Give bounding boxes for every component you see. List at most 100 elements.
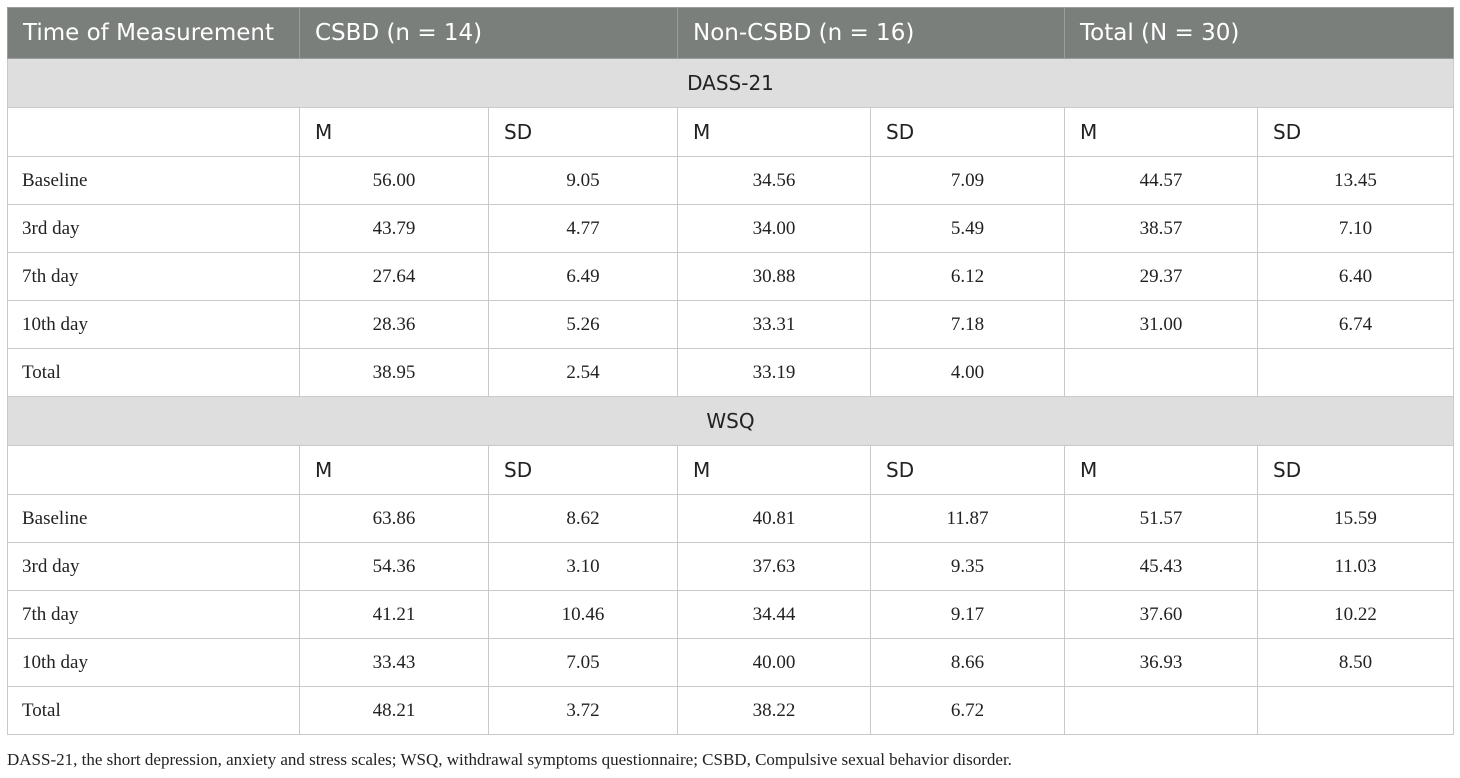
value-cell: 3.72 <box>488 686 678 735</box>
value-cell: 11.03 <box>1257 542 1455 591</box>
value-cell: 31.00 <box>1064 300 1259 349</box>
stat-subheader-cell: M <box>677 107 871 157</box>
row-label: Baseline <box>7 494 300 543</box>
stat-subheader-cell: M <box>299 107 489 157</box>
value-cell: 4.77 <box>488 204 678 253</box>
value-cell: 44.57 <box>1064 156 1259 205</box>
stat-subheader-cell: M <box>1064 107 1259 157</box>
value-cell: 63.86 <box>299 494 489 543</box>
value-cell: 54.36 <box>299 542 489 591</box>
value-cell: 9.05 <box>488 156 678 205</box>
value-cell: 36.93 <box>1064 638 1259 687</box>
value-cell: 9.35 <box>869 542 1066 591</box>
value-cell: 40.00 <box>677 638 871 687</box>
table-row: Total 48.21 3.72 38.22 6.72 <box>7 686 1455 735</box>
results-table: Time of Measurement CSBD (n = 14) Non-CS… <box>6 7 1455 735</box>
value-cell: 29.37 <box>1064 252 1259 301</box>
header-csbd: CSBD (n = 14) <box>299 7 678 59</box>
value-cell: 5.49 <box>869 204 1066 253</box>
row-label: Total <box>7 348 300 397</box>
table-row: Total 38.95 2.54 33.19 4.00 <box>7 348 1455 397</box>
value-cell: 34.56 <box>677 156 871 205</box>
value-cell: 10.22 <box>1257 590 1455 639</box>
value-cell: 6.40 <box>1257 252 1455 301</box>
value-cell <box>1064 686 1259 735</box>
value-cell: 40.81 <box>677 494 871 543</box>
table-row: 3rd day 54.36 3.10 37.63 9.35 45.43 11.03 <box>7 542 1455 591</box>
value-cell: 10.46 <box>488 590 678 639</box>
value-cell: 30.88 <box>677 252 871 301</box>
value-cell: 7.10 <box>1257 204 1455 253</box>
value-cell: 6.49 <box>488 252 678 301</box>
value-cell: 33.31 <box>677 300 871 349</box>
value-cell: 48.21 <box>299 686 489 735</box>
row-label: 10th day <box>7 638 300 687</box>
table-row: 10th day 33.43 7.05 40.00 8.66 36.93 8.50 <box>7 638 1455 687</box>
stat-subheader-cell: M <box>1064 445 1259 495</box>
row-label: Total <box>7 686 300 735</box>
table-row: Baseline 63.86 8.62 40.81 11.87 51.57 15.59 <box>7 494 1455 543</box>
value-cell: 27.64 <box>299 252 489 301</box>
value-cell: 33.19 <box>677 348 871 397</box>
value-cell: 51.57 <box>1064 494 1259 543</box>
stat-subheader-cell: SD <box>869 445 1066 495</box>
row-label: 10th day <box>7 300 300 349</box>
header-non-csbd: Non-CSBD (n = 16) <box>676 7 1066 59</box>
stat-subheader-cell: SD <box>488 107 678 157</box>
value-cell <box>1257 348 1455 397</box>
value-cell: 28.36 <box>299 300 489 349</box>
row-label: 3rd day <box>7 542 300 591</box>
value-cell: 45.43 <box>1064 542 1259 591</box>
row-label: Baseline <box>7 156 300 205</box>
row-label: 7th day <box>7 590 300 639</box>
value-cell: 6.72 <box>869 686 1066 735</box>
value-cell: 9.17 <box>869 590 1066 639</box>
table-header-row: Time of Measurement CSBD (n = 14) Non-CS… <box>7 7 1455 59</box>
value-cell: 34.00 <box>677 204 871 253</box>
value-cell: 3.10 <box>488 542 678 591</box>
header-total: Total (N = 30) <box>1064 7 1455 59</box>
stat-subheader-row: M SD M SD M SD <box>7 107 1455 157</box>
value-cell: 8.50 <box>1257 638 1455 687</box>
value-cell <box>1064 348 1259 397</box>
value-cell: 5.26 <box>488 300 678 349</box>
value-cell: 6.74 <box>1257 300 1455 349</box>
stat-subheader-cell: M <box>677 445 871 495</box>
value-cell: 43.79 <box>299 204 489 253</box>
section-title: WSQ <box>6 396 1455 446</box>
stat-subheader-cell: SD <box>869 107 1066 157</box>
value-cell: 13.45 <box>1257 156 1455 205</box>
stat-subheader-cell: SD <box>488 445 678 495</box>
value-cell: 7.09 <box>869 156 1066 205</box>
value-cell: 8.66 <box>869 638 1066 687</box>
value-cell: 38.95 <box>299 348 489 397</box>
table-row: Baseline 56.00 9.05 34.56 7.09 44.57 13.45 <box>7 156 1455 205</box>
value-cell: 37.63 <box>677 542 871 591</box>
value-cell: 6.12 <box>869 252 1066 301</box>
value-cell: 7.18 <box>869 300 1066 349</box>
row-label: 7th day <box>7 252 300 301</box>
table-row: 3rd day 43.79 4.77 34.00 5.49 38.57 7.10 <box>7 204 1455 253</box>
stat-subheader-cell: SD <box>1257 107 1455 157</box>
value-cell: 41.21 <box>299 590 489 639</box>
stat-subheader-cell: M <box>299 445 489 495</box>
value-cell: 33.43 <box>299 638 489 687</box>
value-cell: 11.87 <box>869 494 1066 543</box>
header-time-of-measurement: Time of Measurement <box>7 7 300 59</box>
table-row: 7th day 41.21 10.46 34.44 9.17 37.60 10.22 <box>7 590 1455 639</box>
table-row: 10th day 28.36 5.26 33.31 7.18 31.00 6.74 <box>7 300 1455 349</box>
value-cell: 38.57 <box>1064 204 1259 253</box>
subheader-empty-cell <box>7 445 300 495</box>
value-cell: 4.00 <box>869 348 1066 397</box>
stat-subheader-row: M SD M SD M SD <box>7 445 1455 495</box>
value-cell: 37.60 <box>1064 590 1259 639</box>
stat-subheader-cell: SD <box>1257 445 1455 495</box>
section-header-row: DASS-21 <box>6 58 1455 108</box>
value-cell: 56.00 <box>299 156 489 205</box>
value-cell: 15.59 <box>1257 494 1455 543</box>
value-cell <box>1257 686 1455 735</box>
value-cell: 38.22 <box>677 686 871 735</box>
table-footnote: DASS-21, the short depression, anxiety a… <box>7 750 1012 769</box>
value-cell: 8.62 <box>488 494 678 543</box>
section-header-row: WSQ <box>6 396 1455 446</box>
